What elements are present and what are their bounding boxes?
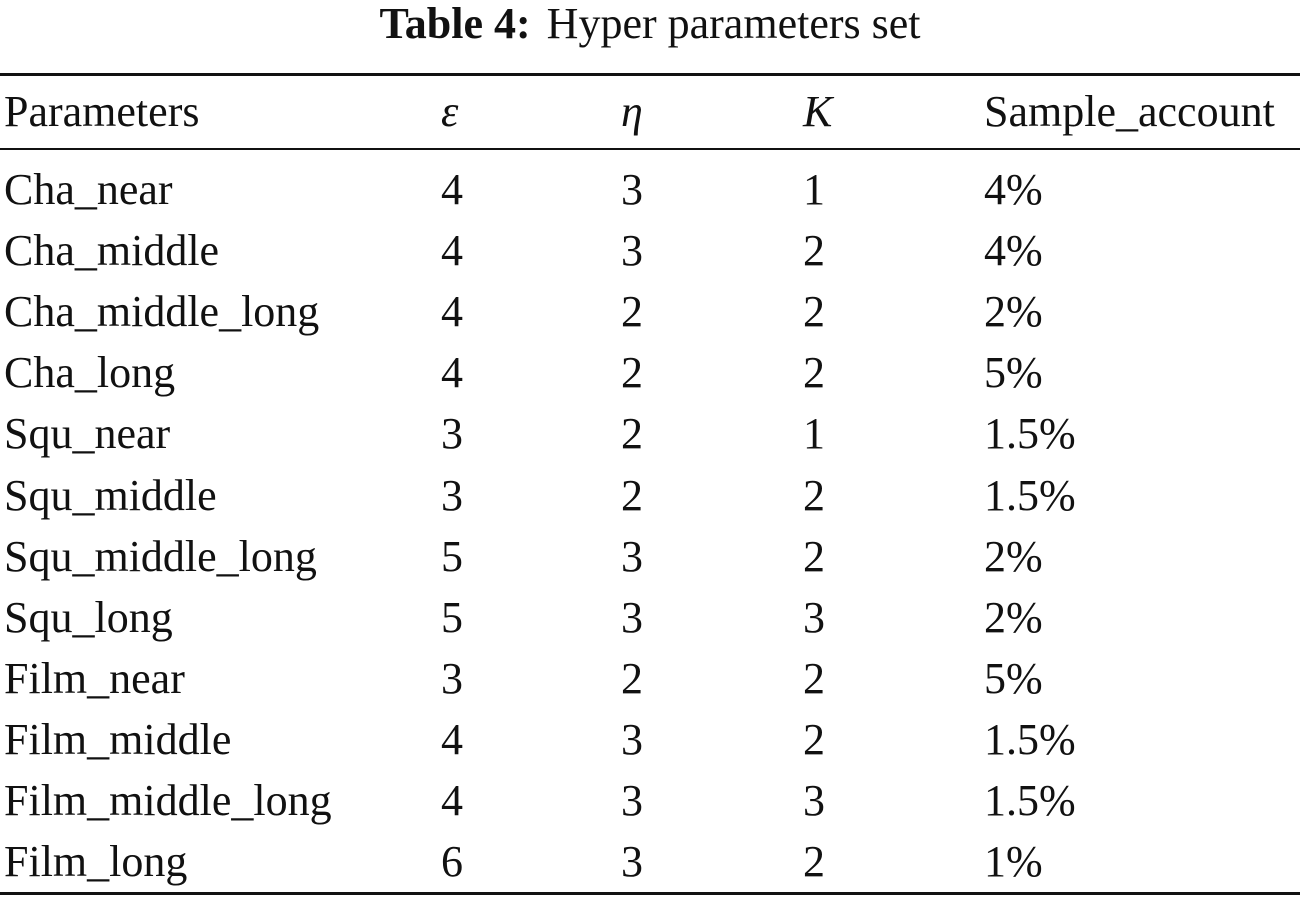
- cell-k: 2: [803, 226, 825, 276]
- cell-k: 1: [803, 409, 825, 459]
- cell-k: 2: [803, 531, 825, 581]
- cell-sample-account: 5%: [984, 653, 1043, 703]
- table-header: Parameters ε η K Sample_account: [0, 82, 1300, 142]
- cell-parameter: Cha_middle_long: [4, 287, 320, 337]
- cell-k: 2: [803, 653, 825, 703]
- cell-sample-account: 2%: [984, 287, 1043, 337]
- table-row: Squ_long 5 3 3 2%: [0, 588, 1300, 648]
- cell-eta: 2: [621, 470, 643, 520]
- cell-epsilon: 3: [441, 409, 463, 459]
- cell-k: 3: [803, 776, 825, 825]
- table-row: Cha_near 4 3 1 4%: [0, 160, 1300, 220]
- cell-epsilon: 4: [441, 348, 463, 398]
- table-row: Film_long 6 3 2 1%: [0, 832, 1300, 892]
- cell-parameter: Squ_middle_long: [4, 531, 317, 581]
- cell-eta: 3: [621, 531, 643, 581]
- cell-parameter: Squ_middle: [4, 470, 217, 520]
- table-row: Film_middle 4 3 2 1.5%: [0, 710, 1300, 770]
- cell-sample-account: 4%: [984, 165, 1043, 214]
- cell-eta: 3: [621, 837, 643, 887]
- table-row: Squ_near 3 2 1 1.5%: [0, 404, 1300, 464]
- cell-k: 3: [803, 592, 825, 642]
- header-parameters: Parameters: [4, 87, 200, 136]
- cell-parameter: Cha_long: [4, 348, 176, 398]
- cell-parameter: Film_middle: [4, 714, 232, 764]
- cell-eta: 3: [621, 776, 643, 825]
- cell-epsilon: 6: [441, 837, 463, 887]
- cell-sample-account: 1.5%: [984, 409, 1076, 459]
- cell-parameter: Film_middle_long: [4, 776, 332, 825]
- table-row: Cha_long 4 2 2 5%: [0, 343, 1300, 403]
- cell-epsilon: 4: [441, 226, 463, 276]
- cell-eta: 2: [621, 409, 643, 459]
- cell-eta: 2: [621, 348, 643, 398]
- table-row: Film_near 3 2 2 5%: [0, 649, 1300, 709]
- caption-label: Table 4:: [379, 0, 531, 48]
- table-row: Squ_middle 3 2 2 1.5%: [0, 466, 1300, 526]
- cell-epsilon: 4: [441, 776, 463, 825]
- cell-epsilon: 5: [441, 531, 463, 581]
- cell-eta: 2: [621, 653, 643, 703]
- cell-epsilon: 3: [441, 653, 463, 703]
- table-row: Squ_middle_long 5 3 2 2%: [0, 527, 1300, 587]
- cell-eta: 3: [621, 226, 643, 276]
- cell-epsilon: 4: [441, 714, 463, 764]
- header-sample-account: Sample_account: [984, 87, 1275, 136]
- cell-eta: 3: [621, 165, 643, 214]
- cell-sample-account: 1.5%: [984, 470, 1076, 520]
- cell-k: 2: [803, 287, 825, 337]
- cell-eta: 3: [621, 592, 643, 642]
- cell-epsilon: 4: [441, 287, 463, 337]
- caption-text: Hyper parameters set: [546, 0, 921, 48]
- cell-epsilon: 3: [441, 470, 463, 520]
- table-row: Film_middle_long 4 3 3 1.5%: [0, 771, 1300, 831]
- header-k: K: [803, 87, 833, 136]
- header-eta: η: [621, 87, 643, 136]
- cell-epsilon: 5: [441, 592, 463, 642]
- cell-sample-account: 1.5%: [984, 776, 1076, 825]
- cell-parameter: Squ_long: [4, 592, 173, 642]
- top-rule: [0, 73, 1300, 76]
- cell-sample-account: 2%: [984, 531, 1043, 581]
- cell-k: 1: [803, 165, 825, 214]
- cell-sample-account: 1.5%: [984, 714, 1076, 764]
- cell-k: 2: [803, 837, 825, 887]
- cell-parameter: Cha_middle: [4, 226, 220, 276]
- bottom-rule: [0, 892, 1300, 895]
- cell-parameter: Cha_near: [4, 165, 173, 214]
- header-rule: [0, 148, 1300, 150]
- header-epsilon: ε: [441, 87, 459, 136]
- cell-parameter: Film_long: [4, 837, 188, 887]
- cell-k: 2: [803, 348, 825, 398]
- cell-sample-account: 5%: [984, 348, 1043, 398]
- table-row: Cha_middle 4 3 2 4%: [0, 221, 1300, 281]
- cell-parameter: Film_near: [4, 653, 185, 703]
- cell-sample-account: 1%: [984, 837, 1043, 887]
- cell-k: 2: [803, 470, 825, 520]
- cell-epsilon: 4: [441, 165, 463, 214]
- table-caption: Table 4: Hyper parameters set: [0, 0, 1300, 48]
- cell-eta: 3: [621, 714, 643, 764]
- cell-k: 2: [803, 714, 825, 764]
- cell-sample-account: 4%: [984, 226, 1043, 276]
- table-row: Cha_middle_long 4 2 2 2%: [0, 282, 1300, 342]
- cell-sample-account: 2%: [984, 592, 1043, 642]
- cell-parameter: Squ_near: [4, 409, 171, 459]
- cell-eta: 2: [621, 287, 643, 337]
